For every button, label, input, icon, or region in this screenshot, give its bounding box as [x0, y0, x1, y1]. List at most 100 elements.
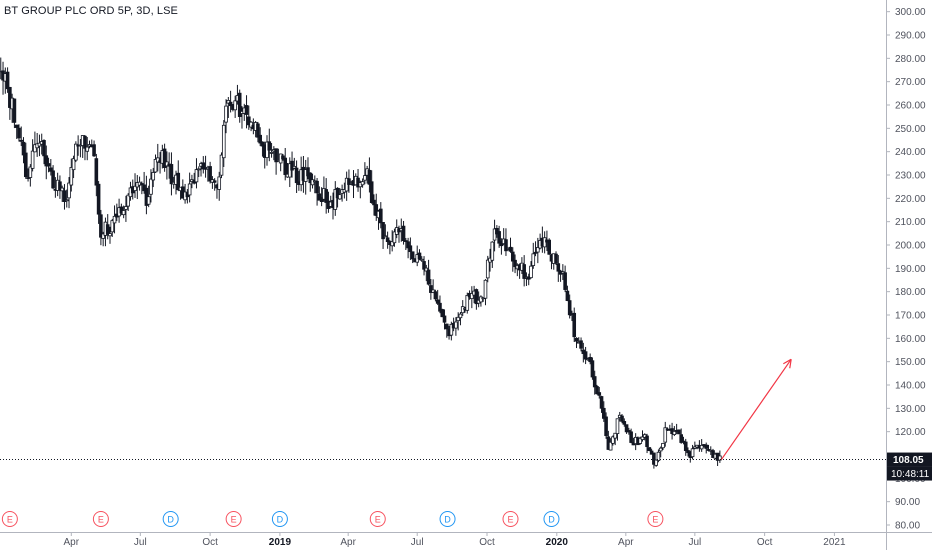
candle[interactable] [135, 175, 140, 200]
time-axis[interactable]: Apr Jul Oct 2019 Apr Jul Oct 2020 Apr Jul Oct 2021 [0, 532, 932, 548]
candle[interactable] [620, 414, 624, 424]
candle[interactable] [201, 156, 206, 174]
earnings-marker[interactable]: E [92, 511, 109, 527]
candle[interactable] [212, 178, 217, 191]
candle[interactable] [310, 173, 315, 189]
candle[interactable] [303, 159, 308, 195]
candle[interactable] [588, 353, 592, 365]
earnings-marker[interactable]: E [647, 511, 664, 527]
candle[interactable] [583, 346, 588, 365]
candle[interactable] [444, 323, 449, 338]
candle[interactable] [233, 95, 237, 118]
candle[interactable] [71, 155, 76, 179]
candle[interactable] [704, 442, 709, 454]
earnings-marker[interactable]: E [502, 511, 519, 527]
candle[interactable] [693, 441, 697, 450]
candle[interactable] [529, 261, 533, 279]
candle[interactable] [294, 160, 299, 193]
candle[interactable] [574, 337, 579, 349]
candle[interactable] [151, 167, 156, 188]
candle[interactable] [126, 193, 130, 212]
candle[interactable] [572, 307, 577, 343]
candle[interactable] [217, 171, 222, 201]
candle[interactable] [690, 444, 695, 460]
candle[interactable] [465, 292, 470, 314]
candle[interactable] [663, 421, 668, 447]
candle[interactable] [360, 178, 365, 188]
candle[interactable] [624, 424, 629, 434]
candle[interactable] [228, 90, 233, 113]
candle[interactable] [622, 418, 627, 427]
candle[interactable] [435, 289, 440, 306]
candle[interactable] [408, 237, 413, 260]
earnings-marker[interactable]: E [369, 511, 386, 527]
candle[interactable] [58, 175, 62, 199]
candle[interactable] [510, 247, 515, 272]
candle[interactable] [94, 153, 99, 197]
candle[interactable] [92, 140, 96, 157]
candle[interactable] [718, 450, 722, 463]
candle[interactable] [385, 231, 390, 249]
candle[interactable] [672, 426, 677, 437]
candle[interactable] [194, 158, 199, 189]
candle[interactable] [656, 449, 661, 463]
candle[interactable] [590, 357, 595, 380]
candle[interactable] [244, 95, 249, 129]
candle[interactable] [306, 157, 310, 180]
dividend-marker[interactable]: D [439, 511, 456, 527]
candle[interactable] [144, 175, 149, 215]
candle[interactable] [140, 181, 144, 195]
candle[interactable] [431, 279, 435, 294]
candle[interactable] [597, 386, 602, 399]
candle[interactable] [269, 143, 274, 158]
candle[interactable] [611, 435, 615, 446]
candle[interactable] [17, 124, 21, 142]
candle[interactable] [508, 237, 513, 253]
earnings-marker[interactable]: E [1, 511, 18, 527]
dividend-marker[interactable]: D [543, 511, 560, 527]
candle[interactable] [5, 67, 10, 93]
candle[interactable] [256, 121, 260, 143]
candle[interactable] [629, 428, 633, 444]
candle[interactable] [60, 185, 65, 202]
candle[interactable] [533, 241, 538, 257]
candle[interactable] [522, 255, 526, 287]
candle[interactable] [249, 121, 253, 132]
candle[interactable] [62, 184, 67, 210]
candle[interactable] [531, 242, 536, 269]
candle[interactable] [406, 237, 410, 259]
candle[interactable] [474, 288, 479, 310]
candle[interactable] [565, 285, 570, 302]
candle[interactable] [410, 251, 415, 264]
candle[interactable] [8, 86, 12, 120]
candle[interactable] [162, 143, 167, 172]
annotations[interactable] [0, 358, 886, 461]
candle[interactable] [64, 189, 69, 208]
candle[interactable] [51, 165, 55, 190]
candle[interactable] [44, 145, 49, 180]
candle[interactable] [42, 139, 46, 165]
candle[interactable] [658, 446, 663, 458]
candle[interactable] [49, 159, 53, 176]
candle[interactable] [187, 172, 192, 203]
candle[interactable] [344, 171, 349, 201]
candle[interactable] [652, 452, 656, 469]
dividend-marker[interactable]: D [162, 511, 179, 527]
candle[interactable] [547, 238, 551, 255]
candle[interactable] [592, 370, 597, 395]
candle[interactable] [369, 170, 374, 204]
candle[interactable] [324, 178, 328, 214]
candle[interactable] [146, 185, 151, 208]
candle[interactable] [683, 438, 688, 456]
candle[interactable] [112, 205, 117, 234]
candle[interactable] [292, 157, 297, 170]
price-axis[interactable]: 300.00 290.00 280.00 270.00 260.00 250.00 240.… [886, 0, 932, 550]
candle[interactable] [23, 142, 28, 179]
candle[interactable] [470, 286, 474, 309]
candle[interactable] [401, 220, 406, 245]
candle[interactable] [149, 169, 153, 203]
candle[interactable] [196, 166, 201, 178]
candle[interactable] [338, 188, 342, 200]
candle[interactable] [281, 153, 285, 161]
